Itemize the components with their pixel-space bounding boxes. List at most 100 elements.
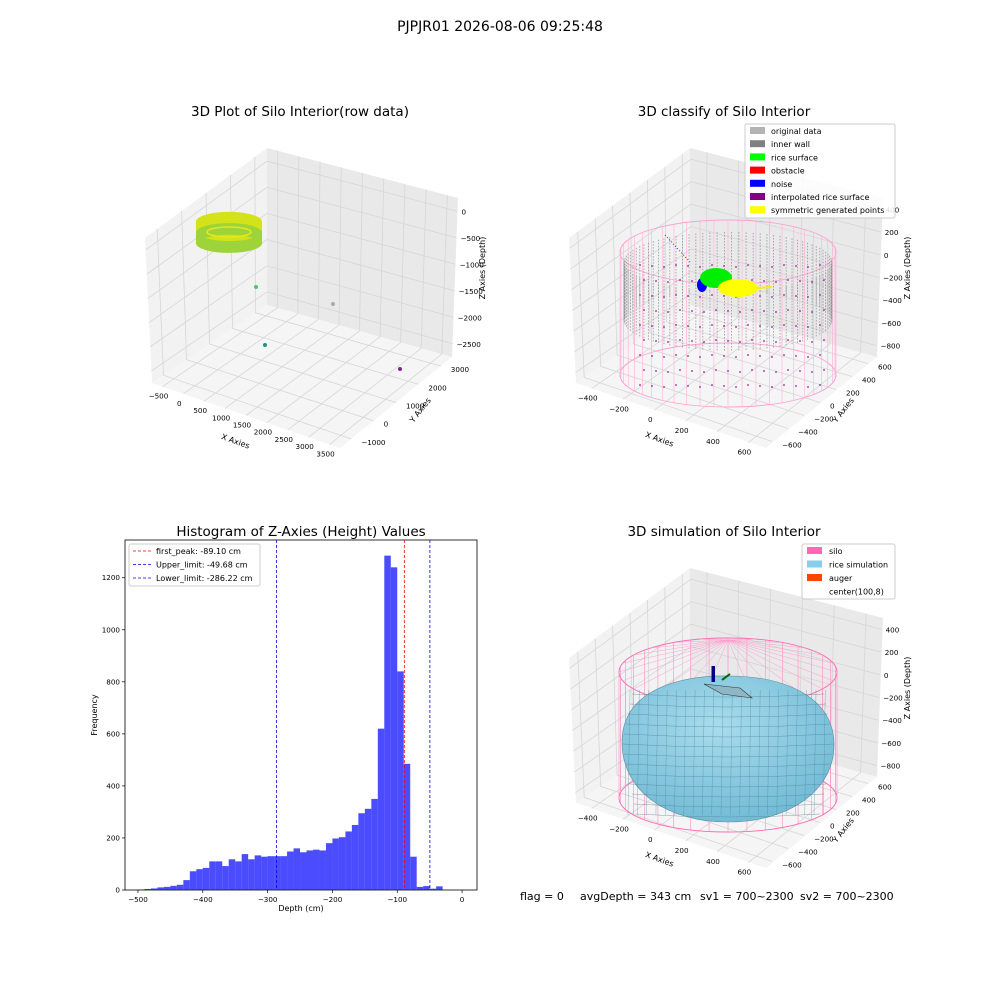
grid-lines xyxy=(145,150,458,445)
z-tick-label: −200 xyxy=(883,274,903,283)
interpolated-point xyxy=(819,354,821,356)
data-point xyxy=(331,302,335,306)
z-gridline xyxy=(151,291,453,372)
z-tick-label: −400 xyxy=(882,296,902,305)
interpolated-point xyxy=(775,281,777,283)
z-tick-label: −2000 xyxy=(458,313,483,322)
interpolated-point xyxy=(807,356,809,358)
y-gridline xyxy=(181,210,374,422)
interpolated-point xyxy=(771,386,773,388)
histogram-bars xyxy=(137,555,443,890)
rice-mesh-col xyxy=(730,689,733,816)
legend-swatch xyxy=(750,179,765,187)
z-gridline xyxy=(574,270,878,353)
interpolated-point xyxy=(723,385,725,387)
interpolated-point xyxy=(723,265,725,267)
rice-mesh-row xyxy=(633,803,823,808)
x-tick-label: −400 xyxy=(578,813,598,822)
y-axis-label: Y Axies xyxy=(830,816,856,845)
histogram-bar xyxy=(222,866,229,890)
x-axis-label: X Axies xyxy=(644,850,675,869)
interpolated-point xyxy=(823,369,825,371)
z-gridline xyxy=(572,226,880,311)
rice-mesh-col xyxy=(683,689,686,816)
histogram-bar xyxy=(416,886,424,890)
interpolated-point xyxy=(699,296,701,298)
z-tick-label: 200 xyxy=(885,648,899,657)
x-tick-label: −400 xyxy=(193,895,213,904)
legend-swatch xyxy=(750,140,765,148)
interpolated-point xyxy=(723,295,725,297)
silo-roof-strut xyxy=(622,639,729,664)
z-tick-label: −200 xyxy=(883,694,903,703)
z-tick-label: −600 xyxy=(881,739,901,748)
silo-roof-strut xyxy=(633,639,729,690)
z-gridline xyxy=(571,203,880,291)
legend-swatch xyxy=(807,560,822,568)
legend-label: symmetric generated points xyxy=(771,206,884,215)
y-tick-label: 0 xyxy=(384,420,389,429)
x-tick-label: 3500 xyxy=(316,449,335,458)
x-tick-label: 600 xyxy=(737,448,751,457)
z-gridline xyxy=(575,293,877,373)
y-tick-label: 1000 xyxy=(102,625,121,634)
interpolated-point xyxy=(679,309,681,311)
interpolated-point xyxy=(783,324,785,326)
interpolated-point xyxy=(751,339,753,341)
y-tick-label: 0 xyxy=(830,402,835,411)
interpolated-point xyxy=(795,325,797,327)
rice-mesh-row xyxy=(621,743,835,748)
interpolated-point xyxy=(687,325,689,327)
y-tick-label: 200 xyxy=(846,809,860,818)
rice-mesh-col xyxy=(823,689,826,816)
interpolated-point xyxy=(771,266,773,268)
interpolated-point xyxy=(715,339,717,341)
histogram-bar xyxy=(170,885,177,890)
panel-simulation-3d: 3D simulation of Silo Interior −400 −200 0… xyxy=(569,524,912,877)
x-axis-label: X Axies xyxy=(644,430,675,449)
rice-mesh-col xyxy=(646,689,649,816)
y-gridline xyxy=(629,192,821,403)
x-gridline xyxy=(716,185,835,433)
x-tick-label: 0 xyxy=(177,399,182,408)
interpolated-point xyxy=(655,280,657,282)
interpolated-point xyxy=(711,354,713,356)
x-tick-label: 400 xyxy=(706,437,720,446)
interpolated-point xyxy=(795,265,797,267)
x-tick-label: 500 xyxy=(193,406,207,415)
legend-swatch xyxy=(750,127,765,134)
histogram-bar xyxy=(410,856,417,890)
histogram-bar xyxy=(202,867,210,890)
silo-roof-strut xyxy=(633,639,729,656)
x-tick-label: 600 xyxy=(737,868,751,877)
y-tick-label: 2000 xyxy=(428,383,447,392)
histogram-bar xyxy=(215,861,223,890)
x-tick-label: −200 xyxy=(323,895,343,904)
rice-mesh-col xyxy=(702,689,705,816)
interpolated-point xyxy=(715,309,717,311)
legend-label: center(100,8) xyxy=(829,588,884,597)
legend-label: auger xyxy=(829,574,853,583)
interpolated-point xyxy=(679,369,681,371)
y-gridline xyxy=(664,167,853,377)
z-gridline xyxy=(570,601,881,690)
histogram-bar xyxy=(345,831,352,890)
histogram-bar xyxy=(183,880,190,890)
legend: first_peak: -89.10 cm Upper_limit: -49.68… xyxy=(128,543,261,587)
silo-roof-strut xyxy=(673,639,729,643)
y-tick-label: 400 xyxy=(862,376,876,385)
y-tick-label: −600 xyxy=(782,861,802,870)
x-tick-label: 2500 xyxy=(275,435,294,444)
x-tick-label: 200 xyxy=(675,426,689,435)
histogram-bar xyxy=(235,861,242,890)
rice-mesh-col xyxy=(739,689,742,816)
interpolated-point xyxy=(787,369,789,371)
y-tick-label: 600 xyxy=(106,729,120,738)
ring-layer xyxy=(195,232,263,253)
y-gridline xyxy=(577,231,773,442)
legend-label: obstacle xyxy=(771,167,805,176)
interpolated-point xyxy=(687,265,689,267)
interpolated-point xyxy=(651,385,653,387)
